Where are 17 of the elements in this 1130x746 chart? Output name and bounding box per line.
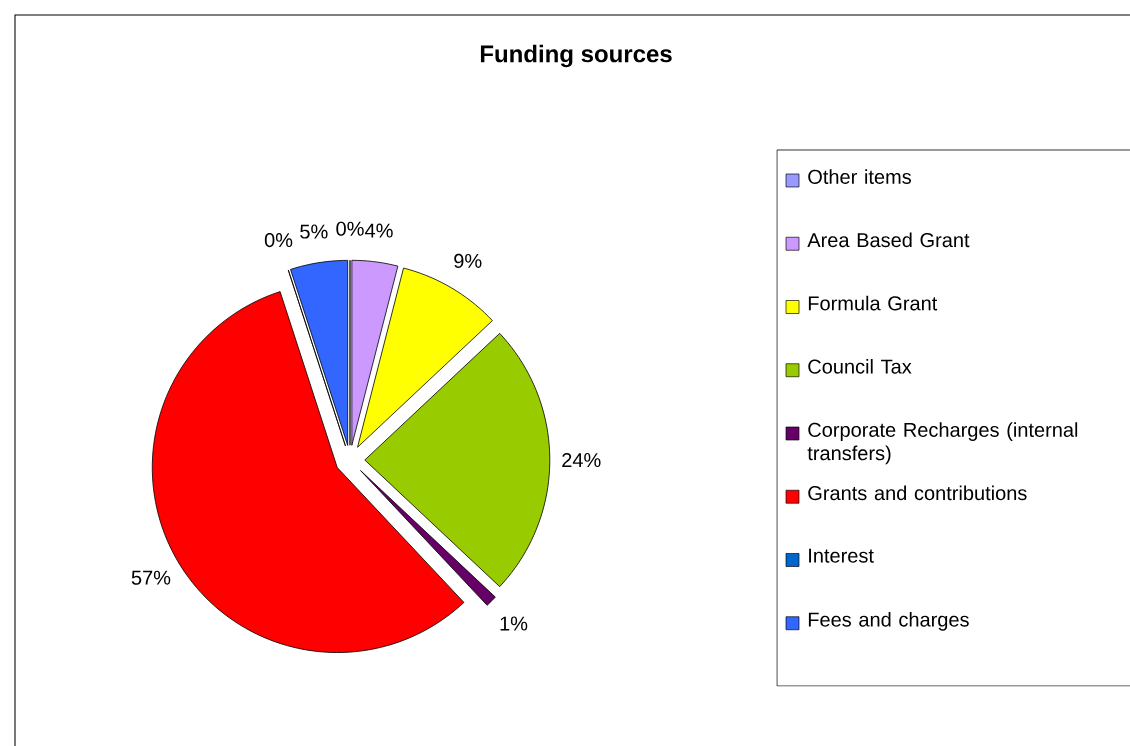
text: 0%	[264, 232, 293, 248]
legend-label: Interest	[809, 548, 874, 563]
chart-title: Funding sources	[480, 44, 672, 68]
legend-label: Corporate Recharges (internal transfers)	[807, 422, 1078, 465]
text: 0%	[336, 221, 364, 236]
legend-label: Council Tax	[808, 359, 912, 374]
legend-label: Area Based Grant	[807, 232, 970, 248]
data-label: 1%	[500, 616, 528, 631]
data-label: 24%	[562, 452, 601, 468]
data-label: 4%	[365, 223, 393, 238]
data-label: 5%	[300, 224, 328, 239]
legend-label: Grants and contributions	[808, 485, 1027, 501]
legend-label: Other items	[808, 169, 911, 184]
data-label: 9%	[454, 253, 482, 269]
data-label: 57%	[131, 570, 171, 585]
legend-label: Fees and charges	[808, 612, 969, 631]
legend-label: Formula Grant	[808, 295, 938, 311]
